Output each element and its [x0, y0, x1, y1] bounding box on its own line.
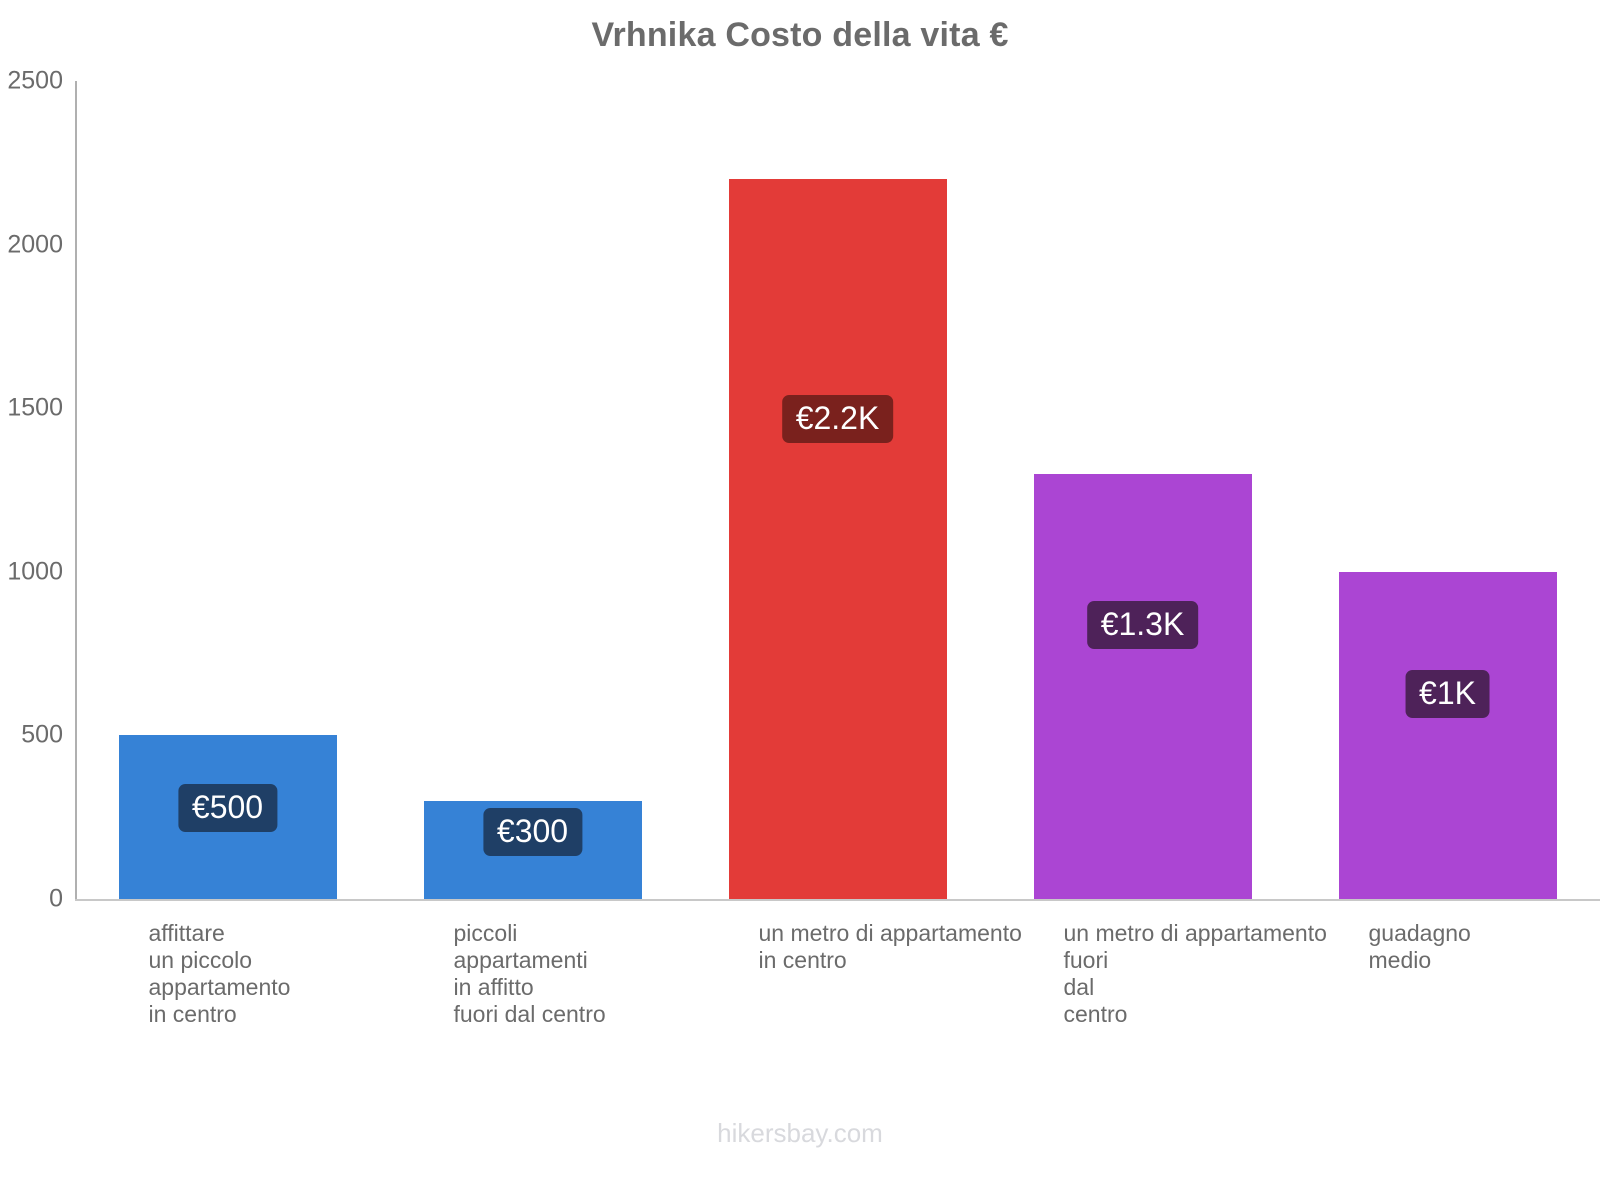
bar[interactable]: €500 — [118, 735, 337, 899]
x-category-label-line: centro — [1063, 1001, 1128, 1027]
x-category-label-line: piccoli — [453, 920, 518, 946]
bar-value-label: €300 — [482, 808, 583, 857]
watermark-hikersbay: hikersbay.com — [717, 1118, 883, 1148]
y-tick-label: 2500 — [7, 66, 63, 95]
y-tick-label: 1500 — [7, 393, 63, 422]
x-category-label-line: affittare — [148, 920, 225, 946]
bar-value-label: €500 — [177, 784, 278, 833]
y-tick-label: 0 — [49, 884, 63, 913]
bar-value-label: €1K — [1405, 669, 1490, 718]
bar[interactable]: €2.2K — [728, 179, 947, 899]
bar[interactable]: €1.3K — [1033, 473, 1252, 899]
plot-area: €500 €300 €2.2K €1.3K €1K — [75, 81, 1600, 899]
x-category-label-line: fuori — [1063, 947, 1109, 973]
bar[interactable]: €300 — [423, 800, 642, 899]
x-category-label-line: fuori dal centro — [453, 1001, 606, 1027]
x-category-label-line: in affitto — [453, 974, 534, 1000]
x-category-label-line: un metro di appartamento — [1063, 920, 1327, 946]
x-category-label-line: appartamenti — [453, 947, 588, 973]
x-category-label-line: guadagno — [1368, 920, 1471, 946]
x-category-label: un metro di appartamento in centro — [759, 920, 1022, 974]
x-axis-line — [75, 899, 1600, 901]
x-category-label-line: in centro — [758, 947, 847, 973]
x-category-label: affittare un piccolo appartamento in centro — [149, 920, 291, 1028]
x-category-label-line: in centro — [148, 1001, 237, 1027]
x-category-label-line: dal — [1063, 974, 1095, 1000]
x-category-label-line: appartamento — [148, 974, 291, 1000]
x-category-label-line: medio — [1368, 947, 1432, 973]
x-category-label-line: un piccolo — [148, 947, 253, 973]
y-axis-line — [75, 81, 77, 899]
bar[interactable]: €1K — [1338, 571, 1557, 899]
x-category-label: un metro di appartamento fuori dal centro — [1064, 920, 1327, 1028]
x-category-label-line: un metro di appartamento — [758, 920, 1022, 946]
y-tick-label: 1000 — [7, 557, 63, 586]
y-tick-label: 500 — [21, 720, 63, 749]
bar-value-label: €2.2K — [781, 395, 894, 444]
x-category-label: guadagno medio — [1369, 920, 1471, 974]
y-tick-label: 2000 — [7, 230, 63, 259]
bar-value-label: €1.3K — [1086, 601, 1199, 650]
chart-title: Vrhnika Costo della vita € — [591, 16, 1009, 54]
x-category-label: piccoli appartamenti in affitto fuori dal c… — [454, 920, 606, 1028]
